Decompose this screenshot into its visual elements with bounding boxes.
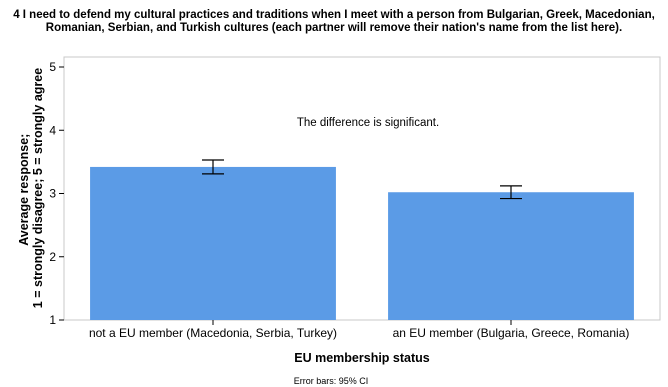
significance-annotation: The difference is significant. xyxy=(297,117,439,129)
y-axis-title: Average response; 1 = strongly disagree;… xyxy=(17,68,45,308)
x-axis-labels: not a EU member (Macedonia, Serbia, Turk… xyxy=(89,320,629,340)
y-tick-label: 3 xyxy=(49,187,56,201)
y-axis-ticks: 1 2 3 4 5 xyxy=(49,60,64,327)
bar xyxy=(388,192,634,320)
y-tick-label: 4 xyxy=(49,123,56,137)
y-tick-label: 2 xyxy=(49,250,56,264)
y-axis-title-line-2: 1 = strongly disagree; 5 = strongly agre… xyxy=(31,68,45,308)
y-tick-label: 5 xyxy=(49,60,56,74)
x-tick-label: not a EU member (Macedonia, Serbia, Turk… xyxy=(89,326,337,340)
y-axis-title-line-1: Average response; xyxy=(17,134,31,246)
bar xyxy=(90,167,336,320)
y-tick-label: 1 xyxy=(49,313,56,327)
x-tick-label: an EU member (Bulgaria, Greece, Romania) xyxy=(393,326,630,340)
x-axis-title: EU membership status xyxy=(294,351,430,365)
footnote: Error bars: 95% CI xyxy=(294,376,369,386)
